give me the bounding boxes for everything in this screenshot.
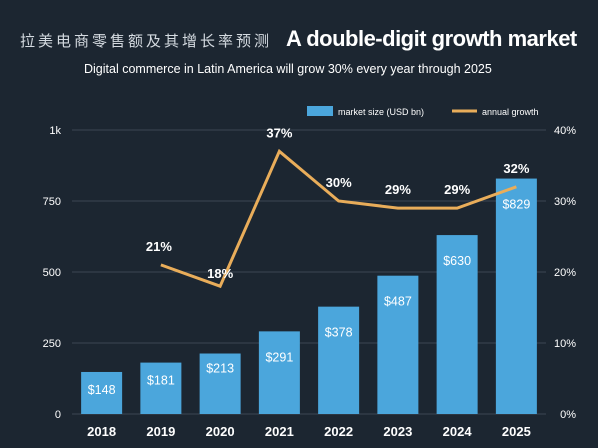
growth-value-label: 30% <box>326 175 352 190</box>
axis-layer: 0 250 500 750 1k 0% 10% 20% 30% 40% 2018 2019 2020 20… <box>43 125 577 439</box>
legend: market size (USD bn) annual growth <box>307 106 539 117</box>
y-right-tick-label: 40% <box>554 125 576 137</box>
growth-value-label: 37% <box>266 125 292 140</box>
bar <box>81 371 123 414</box>
bar-value-label: $487 <box>384 295 412 309</box>
growth-line-layer <box>160 148 517 289</box>
chart-subtitle: Digital commerce in Latin America will g… <box>84 62 492 76</box>
x-tick-label: 2025 <box>502 424 531 439</box>
growth-value-label: 18% <box>207 266 233 281</box>
bar-value-label: $829 <box>502 198 530 212</box>
bar-value-label: $630 <box>443 254 471 268</box>
growth-value-label: 29% <box>444 182 470 197</box>
bar-value-label: $213 <box>206 362 234 376</box>
bar <box>258 331 300 414</box>
bar-value-label: $181 <box>147 374 175 388</box>
x-tick-label: 2023 <box>383 424 412 439</box>
bar-value-label: $148 <box>88 383 116 397</box>
legend-line-label: annual growth <box>482 107 539 117</box>
x-tick-label: 2022 <box>324 424 353 439</box>
y-right-tick-label: 10% <box>554 338 576 350</box>
bar-value-label: $291 <box>265 350 293 364</box>
growth-value-label: 29% <box>385 182 411 197</box>
legend-bar-swatch <box>307 106 333 116</box>
bar <box>436 235 478 414</box>
bar <box>140 362 182 414</box>
bar <box>318 306 360 414</box>
chinese-title: 拉美电商零售额及其增长率预测 <box>20 32 273 50</box>
x-tick-label: 2021 <box>265 424 294 439</box>
x-tick-label: 2019 <box>146 424 175 439</box>
x-tick-label: 2018 <box>87 424 116 439</box>
y-left-tick-label: 250 <box>43 338 61 350</box>
chart-title: A double-digit growth market <box>286 26 577 51</box>
legend-bar-label: market size (USD bn) <box>338 107 424 117</box>
y-left-tick-label: 750 <box>43 196 61 208</box>
y-right-tick-label: 0% <box>560 409 576 421</box>
y-left-tick-label: 1k <box>49 125 61 137</box>
y-right-tick-label: 30% <box>554 196 576 208</box>
growth-line <box>160 148 517 289</box>
bar <box>495 178 537 414</box>
x-tick-label: 2020 <box>206 424 235 439</box>
growth-value-label: 32% <box>503 161 529 176</box>
y-right-tick-label: 20% <box>554 267 576 279</box>
y-left-tick-label: 0 <box>55 409 61 421</box>
labels-layer: $148 $181 $213 $291 $378 $487 $630 $829 21% 18% 37… <box>88 125 531 397</box>
bars-layer <box>81 178 537 414</box>
bar <box>377 275 419 414</box>
title-row: 拉美电商零售额及其增长率预测 A double-digit growth mar… <box>20 26 580 66</box>
x-tick-label: 2024 <box>443 424 473 439</box>
y-left-tick-label: 500 <box>43 267 61 279</box>
bar-value-label: $378 <box>325 326 353 340</box>
bar <box>199 353 241 414</box>
growth-value-label: 21% <box>146 239 172 254</box>
